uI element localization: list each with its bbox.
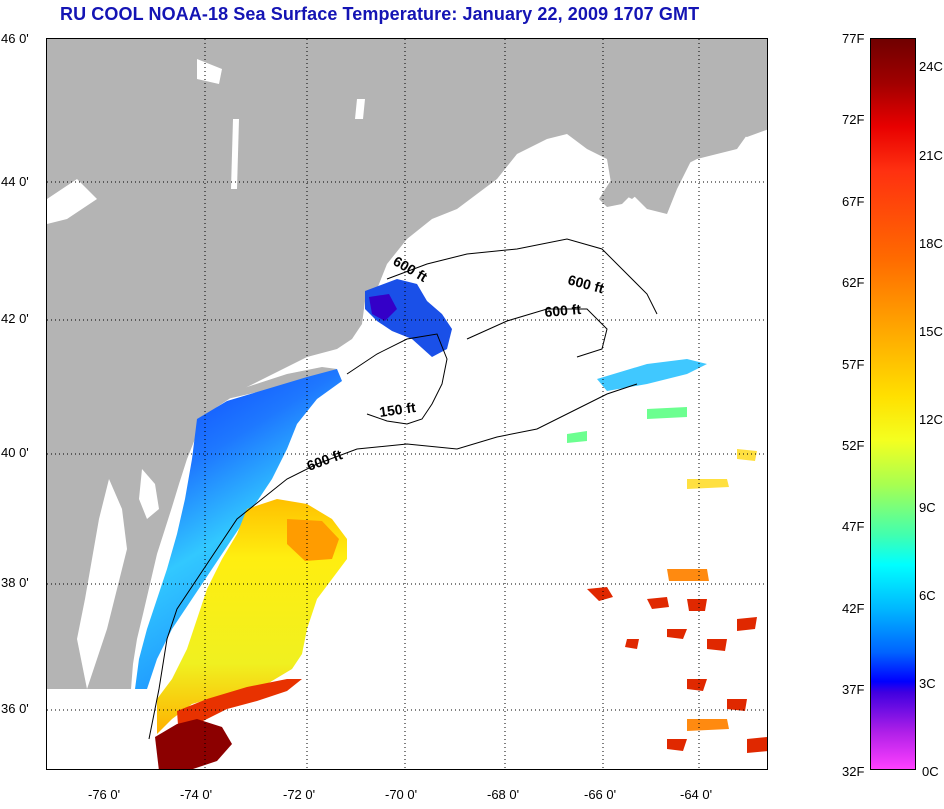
colorbar-f-label: 77F — [842, 31, 865, 46]
colorbar-c-label: 24C — [919, 59, 943, 74]
lat-tick-label: 36 0' — [1, 701, 29, 716]
sst-georges-cyan — [567, 407, 687, 443]
colorbar-f-label: 62F — [842, 275, 865, 290]
lon-tick-label: -72 0' — [283, 787, 316, 802]
lat-tick-label: 40 0' — [1, 445, 29, 460]
contour-label: 600 ft — [544, 301, 582, 320]
colorbar-f-label: 57F — [842, 357, 865, 372]
contour-600ft-shelf — [148, 383, 638, 740]
contour-label: 600 ft — [305, 446, 345, 474]
colorbar-f-label: 72F — [842, 112, 865, 127]
delaware-bay — [139, 469, 159, 519]
lon-tick-label: -64 0' — [680, 787, 713, 802]
colorbar-c-label: 12C — [919, 412, 943, 427]
lon-tick-label: -74 0' — [180, 787, 213, 802]
sst-offshore-patches — [587, 587, 767, 753]
colorbar-c-label: 3C — [919, 676, 936, 691]
lon-tick-label: -70 0' — [385, 787, 418, 802]
contour-150ft — [346, 333, 448, 425]
land-cape-breton — [607, 127, 747, 199]
lon-tick-label: -68 0' — [487, 787, 520, 802]
colorbar-f-label: 67F — [842, 194, 865, 209]
lake-interior — [197, 59, 222, 84]
sst-georges-streaks — [597, 359, 707, 391]
colorbar-f-label: 37F — [842, 682, 865, 697]
sst-warm-eddy — [287, 519, 339, 561]
map-canvas: 600 ft 600 ft 600 ft 150 ft 600 ft — [47, 39, 767, 769]
contour-600ft-gulf — [386, 238, 658, 315]
lat-tick-label: 42 0' — [1, 311, 29, 326]
contour-label: 600 ft — [566, 271, 606, 296]
chart-title: RU COOL NOAA-18 Sea Surface Temperature:… — [60, 4, 700, 24]
lat-tick-label: 38 0' — [1, 575, 29, 590]
graticule — [47, 39, 767, 769]
sst-gulf-stream-deep — [155, 719, 232, 769]
colorbar-c-label: 18C — [919, 236, 943, 251]
sst-gulf-stream-red — [177, 679, 302, 739]
contour-label: 150 ft — [378, 399, 417, 420]
lat-tick-label: 44 0' — [1, 174, 29, 189]
colorbar-f-label: 52F — [842, 438, 865, 453]
lon-tick-label: -76 0' — [88, 787, 121, 802]
lon-tick-label: -66 0' — [584, 787, 617, 802]
colorbar-f-label: 47F — [842, 519, 865, 534]
sst-map: 600 ft 600 ft 600 ft 150 ft 600 ft — [46, 38, 768, 770]
contour-600ft-georges — [466, 308, 608, 358]
lake-western — [47, 179, 97, 224]
colorbar-c-label: 6C — [919, 588, 936, 603]
sst-cape-cod-bay — [369, 294, 397, 321]
sst-gulf-maine — [365, 279, 452, 357]
sst-east-yellow — [687, 449, 757, 489]
colorbar-c-label: 0C — [922, 764, 939, 779]
land-mainland — [47, 39, 767, 689]
colorbar-f-label: 32F — [842, 764, 865, 779]
sst-nearshore — [135, 369, 342, 689]
colorbar-c-label: 9C — [919, 500, 936, 515]
temperature-colorbar — [870, 38, 916, 770]
lake-small — [355, 99, 365, 119]
lat-tick-label: 46 0' — [1, 31, 29, 46]
colorbar-c-label: 15C — [919, 324, 943, 339]
colorbar-c-label: 21C — [919, 148, 943, 163]
lake-champlain — [231, 119, 239, 189]
land-long-island — [207, 367, 337, 401]
colorbar-f-label: 42F — [842, 601, 865, 616]
chesapeake-bay — [77, 479, 127, 689]
